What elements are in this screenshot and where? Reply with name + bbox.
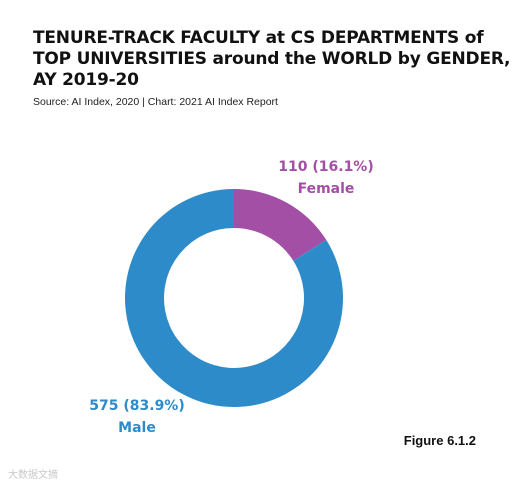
chart-title: TENURE-TRACK FACULTY at CS DEPARTMENTS o…: [33, 28, 511, 91]
slice-male: [124, 189, 344, 407]
donut-slices: [124, 189, 344, 407]
female-value-label: 110 (16.1%): [278, 159, 373, 175]
male-name-label: Male: [118, 420, 156, 436]
chart-source: Source: AI Index, 2020 | Chart: 2021 AI …: [33, 96, 278, 108]
chart-title-line-3: AY 2019-20: [33, 70, 139, 90]
chart-title-line-2: TOP UNIVERSITIES around the WORLD by GEN…: [33, 49, 511, 69]
female-name-label: Female: [298, 181, 355, 197]
slice-female: [234, 189, 327, 261]
watermark: 大数据文摘: [8, 470, 58, 481]
male-value-label: 575 (83.9%): [89, 398, 184, 414]
figure-label: Figure 6.1.2: [403, 433, 476, 448]
chart-title-line-1: TENURE-TRACK FACULTY at CS DEPARTMENTS o…: [33, 28, 484, 48]
